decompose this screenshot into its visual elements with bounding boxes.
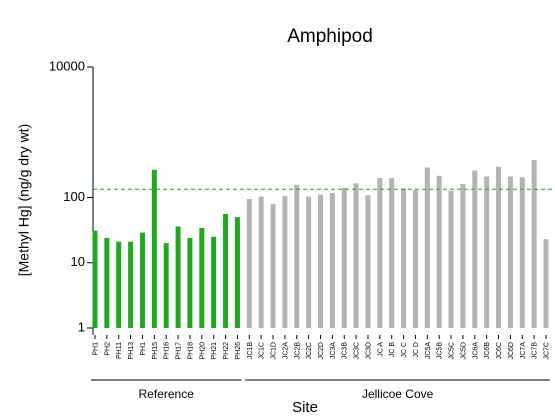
x-tick-label: JC B <box>389 342 396 358</box>
y-tick-label: 10 <box>71 254 85 269</box>
x-tick-label: JC A <box>377 342 384 357</box>
bar <box>424 167 430 328</box>
bar <box>507 176 513 328</box>
y-tick-label: 1 <box>78 319 85 334</box>
chart-title: Amphipod <box>287 26 373 47</box>
bar <box>353 183 359 328</box>
x-tick-label: PH1 <box>140 342 147 356</box>
x-tick-label: JC2A <box>282 342 289 359</box>
bar <box>234 217 240 328</box>
bar <box>389 177 395 328</box>
x-tick-label: PH1 <box>93 342 100 356</box>
x-tick-label: PH2 <box>104 342 111 356</box>
x-axis-label: Site <box>292 399 318 416</box>
bar <box>531 159 537 328</box>
x-tick-label: JC6A <box>472 342 479 359</box>
bar <box>436 175 442 328</box>
bar <box>175 226 181 328</box>
bar <box>484 176 490 328</box>
x-tick-label: JC2D <box>318 342 325 360</box>
bar <box>211 236 217 328</box>
bar <box>401 188 407 328</box>
bar <box>377 177 383 328</box>
x-tick-label: JC2B <box>294 342 301 359</box>
x-tick-label: JC5B <box>437 342 444 359</box>
x-tick-label: PH11 <box>116 342 123 359</box>
x-tick-label: PH15 <box>152 342 159 360</box>
bar <box>318 194 323 328</box>
bar <box>139 232 145 328</box>
x-tick-label: JC3B <box>342 342 349 359</box>
x-tick-label: JC6B <box>484 342 491 359</box>
x-tick-label: PH26 <box>235 342 242 360</box>
bar <box>246 198 252 328</box>
x-tick-label: PH16 <box>164 342 171 360</box>
x-tick-label: PH13 <box>128 342 135 360</box>
x-tick-label: JC5A <box>425 342 432 359</box>
x-tick-label: JC1B <box>247 342 254 359</box>
x-tick-label: PH18 <box>187 342 194 360</box>
y-axis-label: [Methyl Hg] (ng/g dry wt) <box>16 124 32 277</box>
bar <box>412 190 418 328</box>
bar <box>163 243 169 328</box>
x-tick-label: JC7A <box>520 342 527 359</box>
x-tick-label: PH17 <box>176 342 183 360</box>
bar <box>365 195 371 328</box>
bar <box>519 177 525 328</box>
bar <box>460 184 466 328</box>
bar <box>472 170 478 328</box>
x-tick-label: JC6D <box>508 342 515 360</box>
bar <box>282 196 288 328</box>
bar <box>104 237 110 328</box>
x-tick-label: JC1C <box>259 342 266 360</box>
x-tick-label: JC5C <box>449 342 456 360</box>
x-tick-label: PH22 <box>223 342 230 360</box>
bar <box>151 169 157 328</box>
bar <box>199 228 205 328</box>
bar <box>128 241 134 328</box>
group-label: Jellicoe Cove <box>362 387 434 401</box>
x-tick-label: JC6C <box>496 342 503 360</box>
x-tick-label: JC D <box>413 342 420 358</box>
bar <box>92 230 98 328</box>
bar <box>329 193 335 328</box>
y-tick-label: 10000 <box>49 58 85 73</box>
x-tick-label: JC2C <box>306 342 313 360</box>
bar <box>543 239 549 328</box>
bar <box>223 213 229 328</box>
x-tick-label: JC1D <box>271 342 278 360</box>
bar <box>341 187 347 328</box>
bar <box>448 190 454 328</box>
x-tick-label: JC3A <box>330 342 337 359</box>
bar <box>270 204 276 328</box>
group-label: Reference <box>139 387 195 401</box>
x-tick-label: JC7B <box>532 342 539 359</box>
y-tick-label: 100 <box>63 189 85 204</box>
x-tick-label: JC3D <box>365 342 372 360</box>
x-tick-label: JC7C <box>544 342 551 360</box>
bar <box>306 196 312 328</box>
x-tick-label: JC C <box>401 342 408 358</box>
bar <box>258 196 264 328</box>
x-tick-label: JC3C <box>354 342 361 360</box>
x-tick-label: PH21 <box>211 342 218 360</box>
bar <box>187 237 193 328</box>
x-tick-label: JC5D <box>460 342 467 360</box>
bar <box>294 184 300 328</box>
bar <box>116 241 122 328</box>
bar <box>496 166 502 328</box>
x-tick-label: PH20 <box>199 342 206 360</box>
